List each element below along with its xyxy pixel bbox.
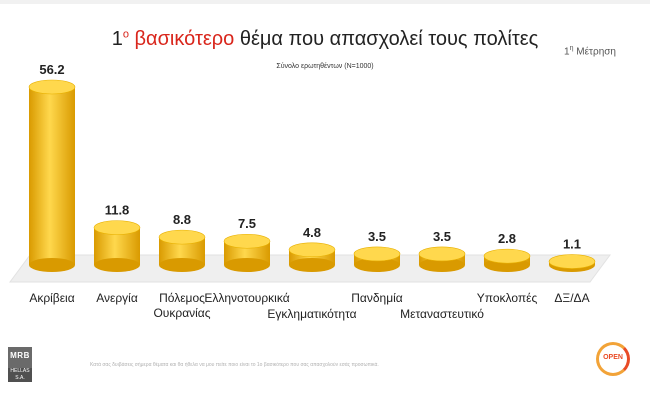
category-label: Πόλεμος xyxy=(159,291,205,305)
bar-top xyxy=(28,79,76,95)
bar-bottom xyxy=(94,258,140,272)
bar-8 xyxy=(548,254,596,272)
bar-3 xyxy=(223,233,271,272)
value-label: 7.5 xyxy=(238,216,256,231)
bar-6 xyxy=(418,246,466,272)
category-label: Ανεργία xyxy=(96,291,138,305)
bar-top xyxy=(418,246,466,262)
bar-2 xyxy=(158,229,206,272)
value-label: 11.8 xyxy=(105,203,130,218)
page-title: 1ο βασικότερο θέμα που απασχολεί τους πο… xyxy=(0,28,650,51)
measurement-label: 1η Μέτρηση xyxy=(564,45,616,58)
bar-chart: 56.2 Ακρίβεια 11.8 Ανεργία 8.8 ΠόλεμοςΟυκρανί… xyxy=(9,62,611,321)
bar-bottom xyxy=(29,258,75,272)
title-superscript: ο xyxy=(122,28,129,41)
bar-bottom xyxy=(354,258,400,272)
category-label: ΔΞ/ΔΑ xyxy=(554,291,589,305)
bar-4 xyxy=(288,242,336,272)
bar-body xyxy=(29,87,75,265)
sample-note: Σύνολο ερωτηθέντων (N=1000) xyxy=(276,63,374,70)
bar-5 xyxy=(353,246,401,272)
value-label: 3.5 xyxy=(433,229,451,244)
bar-bottom xyxy=(159,258,205,272)
category-label: Μεταναστευτικό xyxy=(400,307,484,321)
mrb-logo: MRB HELLAS S.A. xyxy=(8,347,32,382)
value-label: 4.8 xyxy=(303,225,321,240)
bar-top xyxy=(483,248,531,264)
open-logo-text: OPEN xyxy=(603,354,623,361)
bar-top xyxy=(223,233,271,249)
mrb-logo-text: MRB xyxy=(10,351,30,360)
measurement-superscript: η xyxy=(569,45,574,52)
category-label: Υποκλοπές xyxy=(477,291,538,305)
bar-bottom xyxy=(289,258,335,272)
bar-bottom xyxy=(419,258,465,272)
bar-bottom xyxy=(224,258,270,272)
bar-top xyxy=(548,254,596,269)
bar-top xyxy=(158,229,206,245)
title-rest: θέμα που απασχολεί τους πολίτες xyxy=(234,28,539,50)
bar-0 xyxy=(28,79,76,272)
title-number: 1 xyxy=(111,28,123,50)
category-label: Πανδημία xyxy=(351,291,403,305)
bar-top xyxy=(288,242,336,258)
measurement-text: Μέτρηση xyxy=(576,46,616,58)
category-label: Ακρίβεια xyxy=(29,291,74,305)
bar-top xyxy=(93,220,141,235)
bar-top xyxy=(353,246,401,262)
open-logo: OPEN xyxy=(596,342,630,376)
bar-7 xyxy=(483,248,531,272)
top-rule xyxy=(0,0,650,4)
value-label: 1.1 xyxy=(563,237,581,252)
value-label: 56.2 xyxy=(39,62,64,77)
value-label: 2.8 xyxy=(498,231,516,246)
category-label: Ελληνοτουρκικά xyxy=(204,291,289,305)
mrb-logo-subtext: HELLAS S.A. xyxy=(8,368,32,382)
value-label: 8.8 xyxy=(173,212,191,227)
bar-1 xyxy=(93,220,141,272)
question-footnote: Κατά σας δυιβάσεις σήμερα θέματα και θα … xyxy=(90,362,379,368)
value-label: 3.5 xyxy=(368,229,386,244)
title-highlight: βασικότερο xyxy=(134,28,235,50)
category-label: Ουκρανίας xyxy=(153,306,210,320)
category-label: Εγκληματικότητα xyxy=(267,307,356,321)
